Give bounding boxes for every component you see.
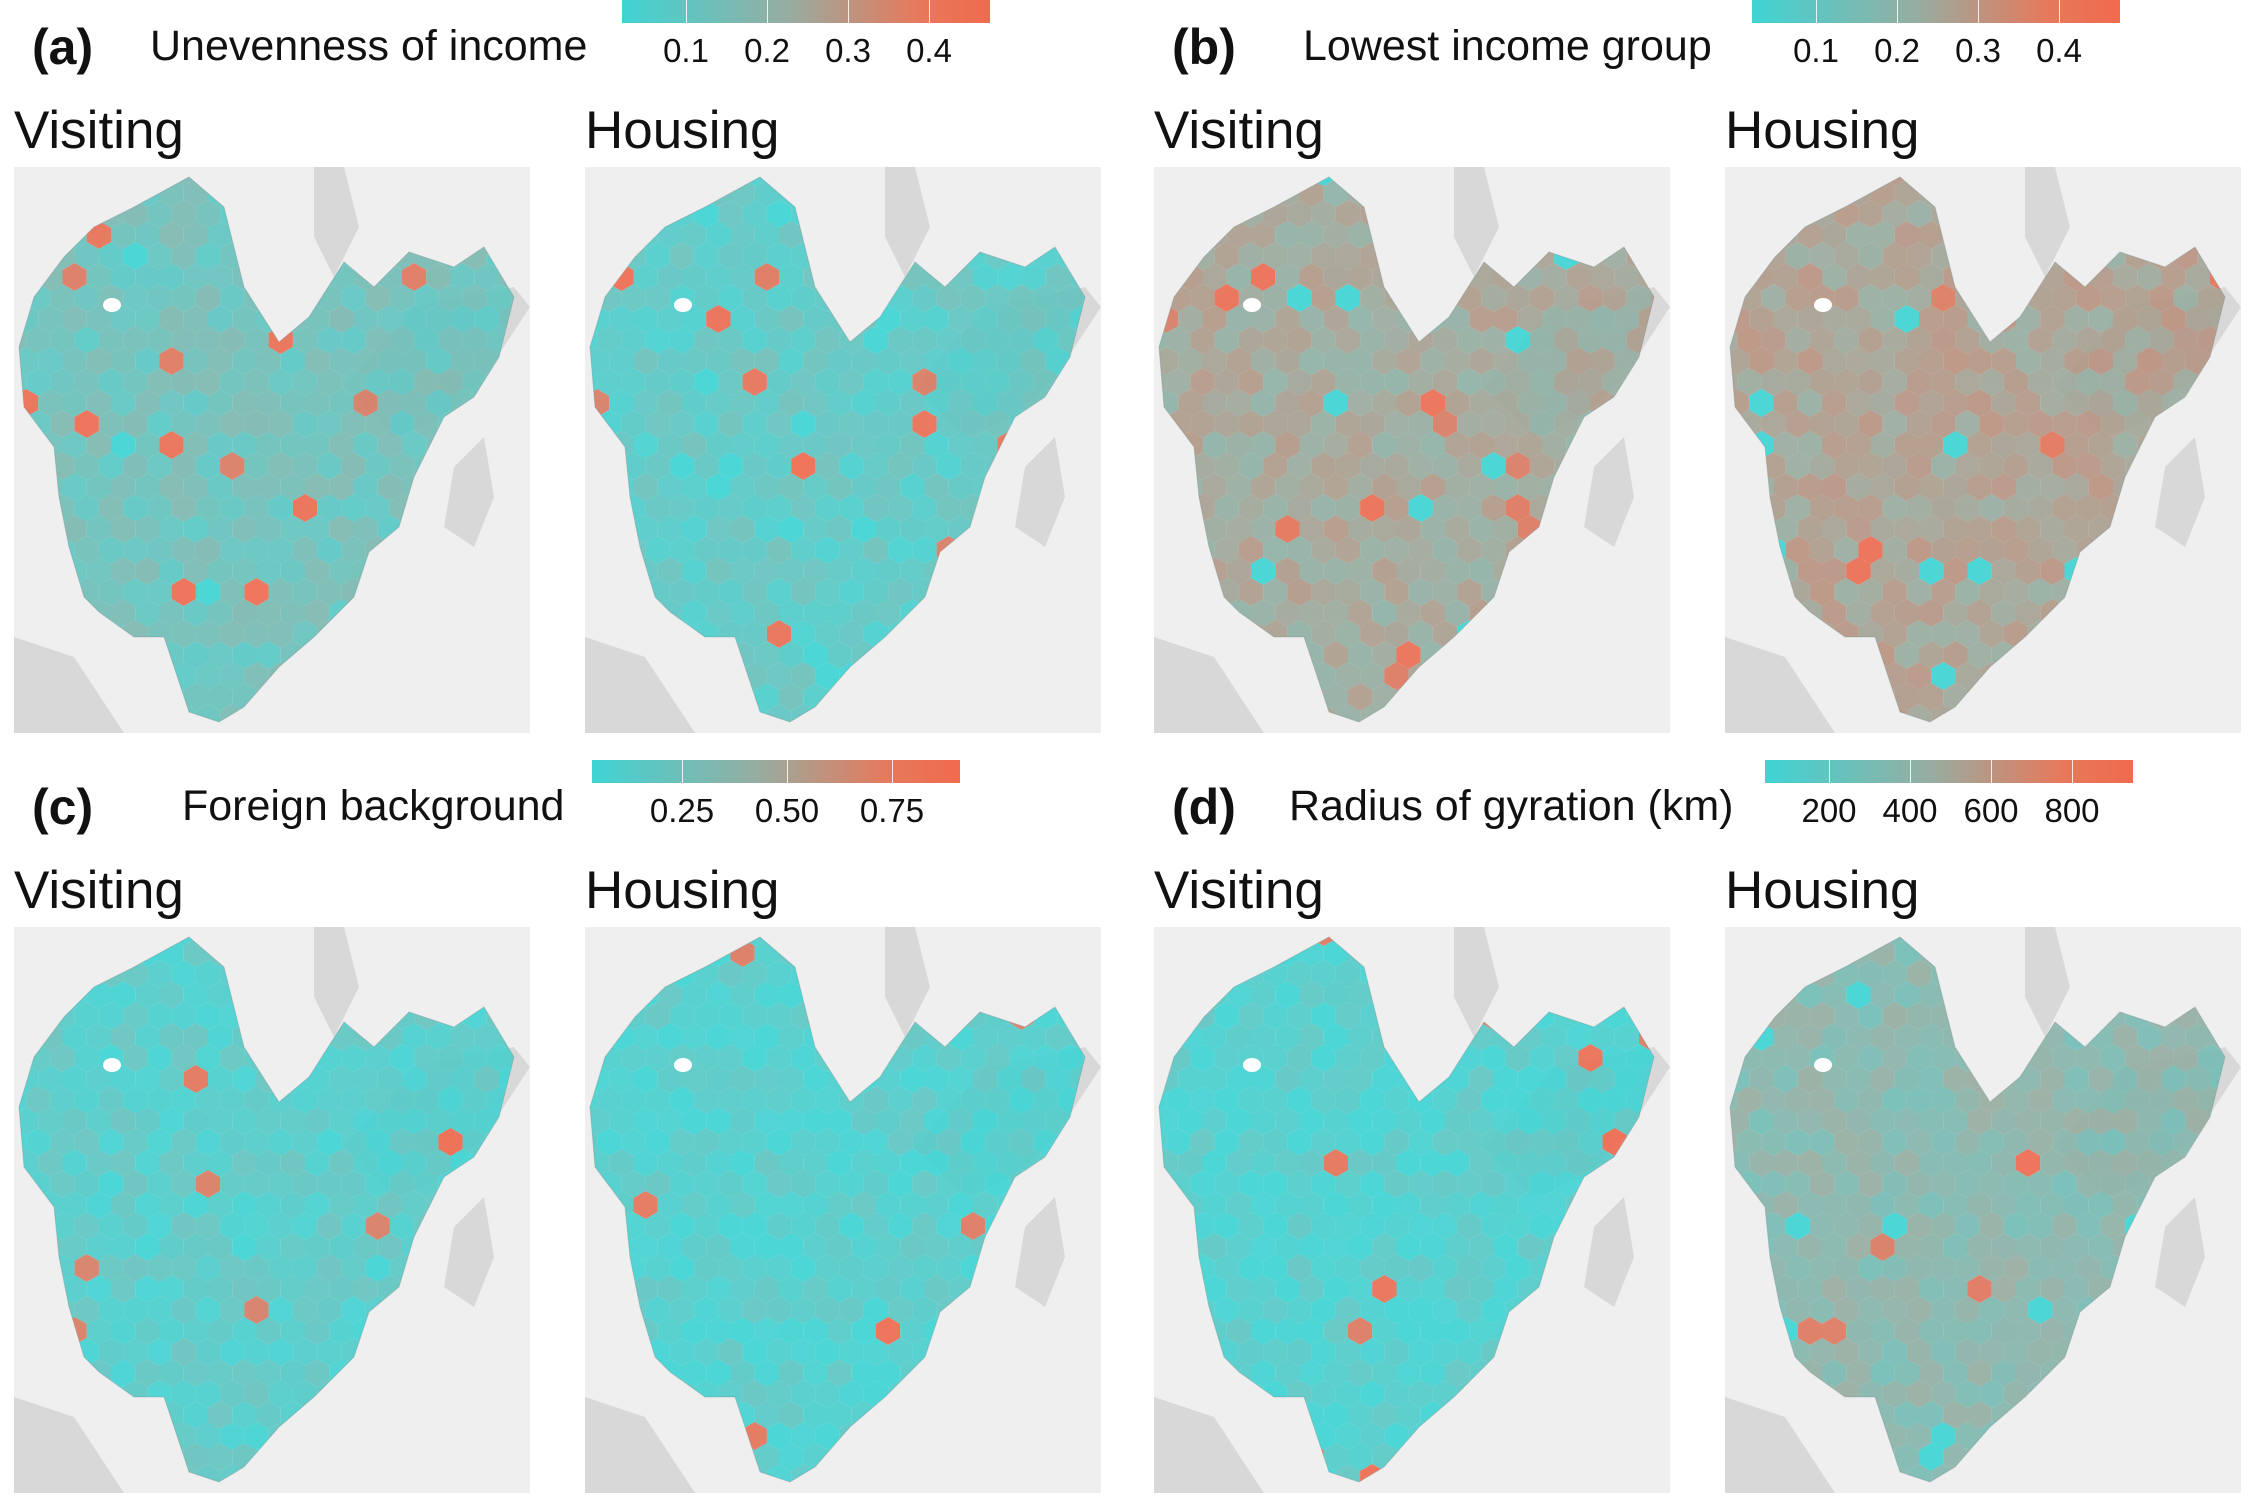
legend-tick-label: 0.3 [825, 32, 871, 70]
legend-tick-label: 0.2 [1874, 32, 1920, 70]
map-label-housing: Housing [585, 100, 779, 161]
color-legend: 0.1 0.2 0.3 0.4 [622, 0, 990, 75]
map-canvas [1154, 927, 1670, 1493]
choropleth-map-visiting [14, 927, 530, 1493]
color-legend: 0.1 0.2 0.3 0.4 [1752, 0, 2120, 75]
legend-tick-mark [787, 760, 788, 783]
choropleth-map-visiting [14, 167, 530, 733]
choropleth-map-visiting [1154, 167, 1670, 733]
lake-hole [103, 1058, 121, 1072]
choropleth-map-visiting [1154, 927, 1670, 1493]
legend-tick-label: 0.2 [744, 32, 790, 70]
map-canvas [585, 167, 1101, 733]
legend-tick-mark [1978, 0, 1979, 23]
lake-hole [674, 1058, 692, 1072]
color-legend: 0.25 0.50 0.75 [592, 760, 960, 835]
panel-title: Foreign background [182, 782, 564, 831]
legend-tick-mark [1910, 760, 1911, 783]
map-label-visiting: Visiting [1154, 860, 1324, 921]
map-canvas [1154, 167, 1670, 733]
choropleth-map-housing [1725, 927, 2241, 1493]
legend-tick-mark [1991, 760, 1992, 783]
map-canvas [1725, 167, 2241, 733]
panel-title: Lowest income group [1303, 22, 1712, 71]
map-label-housing: Housing [1725, 100, 1919, 161]
legend-tick-label: 0.1 [1793, 32, 1839, 70]
legend-tick-label: 0.25 [650, 792, 714, 830]
legend-tick-mark [1897, 0, 1898, 23]
lake-hole [103, 298, 121, 312]
legend-gradient-bar [622, 0, 990, 23]
legend-tick-mark [848, 0, 849, 23]
legend-tick-label: 400 [1882, 792, 1937, 830]
panel-b: (b) Lowest income group 0.1 0.2 0.3 0.4 Vis… [1140, 0, 2250, 750]
lake-hole [1243, 298, 1261, 312]
choropleth-map-housing [585, 927, 1101, 1493]
legend-tick-mark [892, 760, 893, 783]
legend-tick-label: 200 [1801, 792, 1856, 830]
panel-d: (d) Radius of gyration (km) 200 400 600 800… [1140, 760, 2250, 1510]
legend-tick-mark [767, 0, 768, 23]
legend-tick-label: 0.50 [755, 792, 819, 830]
map-label-housing: Housing [1725, 860, 1919, 921]
legend-tick-mark [929, 0, 930, 23]
map-canvas [1725, 927, 2241, 1493]
legend-tick-label: 0.3 [1955, 32, 2001, 70]
legend-tick-mark [686, 0, 687, 23]
legend-tick-label: 0.75 [860, 792, 924, 830]
choropleth-map-housing [585, 167, 1101, 733]
legend-tick-mark [2072, 760, 2073, 783]
panel-title: Radius of gyration (km) [1289, 782, 1734, 831]
panel-c: (c) Foreign background 0.25 0.50 0.75 Visi… [0, 760, 1125, 1510]
legend-tick-mark [682, 760, 683, 783]
lake-hole [674, 298, 692, 312]
map-label-housing: Housing [585, 860, 779, 921]
panel-letter: (d) [1172, 778, 1236, 836]
lake-hole [1243, 1058, 1261, 1072]
panel-letter: (a) [32, 18, 93, 76]
map-canvas [585, 927, 1101, 1493]
legend-gradient-bar [1752, 0, 2120, 23]
lake-hole [1814, 298, 1832, 312]
map-canvas [14, 927, 530, 1493]
color-legend: 200 400 600 800 [1765, 760, 2133, 835]
legend-gradient-bar [592, 760, 960, 783]
panel-letter: (c) [32, 778, 93, 836]
legend-tick-mark [2059, 0, 2060, 23]
legend-tick-label: 600 [1963, 792, 2018, 830]
legend-gradient-bar [1765, 760, 2133, 783]
panel-letter: (b) [1172, 18, 1236, 76]
map-label-visiting: Visiting [14, 860, 184, 921]
map-canvas [14, 167, 530, 733]
legend-tick-mark [1829, 760, 1830, 783]
panel-a: (a) Unevenness of income 0.1 0.2 0.3 0.4 Vi… [0, 0, 1125, 750]
choropleth-map-housing [1725, 167, 2241, 733]
legend-tick-mark [1816, 0, 1817, 23]
legend-tick-label: 800 [2044, 792, 2099, 830]
map-label-visiting: Visiting [14, 100, 184, 161]
panel-title: Unevenness of income [150, 22, 587, 71]
legend-tick-label: 0.1 [663, 32, 709, 70]
legend-tick-label: 0.4 [906, 32, 952, 70]
legend-tick-label: 0.4 [2036, 32, 2082, 70]
map-label-visiting: Visiting [1154, 100, 1324, 161]
